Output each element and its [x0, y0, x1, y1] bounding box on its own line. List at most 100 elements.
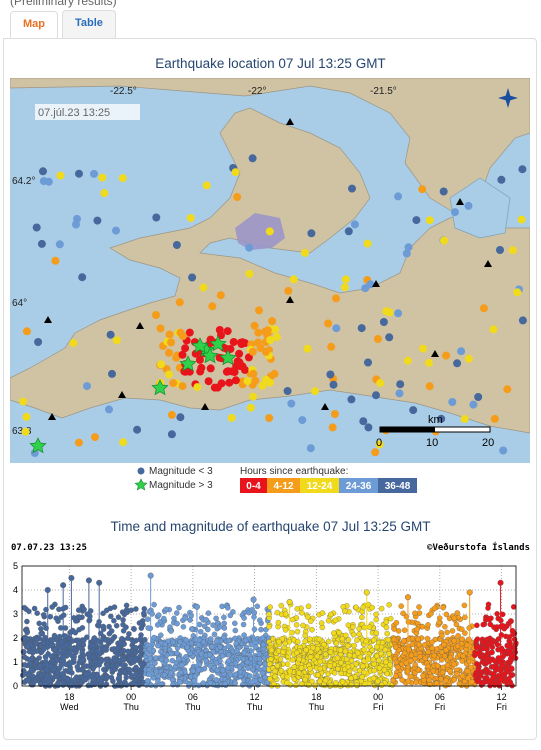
quake-point	[344, 643, 351, 649]
quake-marker	[167, 430, 176, 439]
quake-point	[442, 623, 448, 630]
quake-point	[178, 669, 184, 676]
lake	[449, 177, 511, 239]
hours-bin	[300, 478, 339, 493]
quake-marker	[34, 338, 43, 346]
quake-marker	[204, 377, 213, 386]
quake-point	[91, 676, 97, 683]
quake-point	[266, 623, 272, 630]
quake-point	[254, 603, 261, 610]
quake-point	[345, 663, 352, 670]
lat-label-2: 64°	[12, 298, 27, 309]
quake-point	[261, 665, 268, 672]
quake-marker	[91, 433, 99, 442]
quake-point	[328, 611, 334, 618]
quake-point	[422, 655, 429, 662]
quake-point	[439, 632, 445, 639]
quake-point	[303, 647, 309, 653]
quake-point	[466, 636, 472, 643]
quake-marker	[21, 427, 30, 436]
quake-point	[125, 648, 131, 655]
quake-point	[282, 627, 289, 633]
quake-point	[310, 644, 316, 651]
quake-point	[451, 615, 458, 622]
x-tick-hour: 12	[497, 692, 507, 702]
quake-point	[487, 682, 493, 689]
quake-marker	[44, 177, 53, 186]
quake-point	[147, 655, 153, 662]
quake-marker	[396, 380, 405, 389]
quake-point	[296, 670, 302, 676]
earthquake-map[interactable]: 07.júl.23 13:25 -22.5° -22° -21.5° 64.2°…	[10, 78, 530, 463]
quake-point	[384, 670, 390, 677]
quake-point	[79, 625, 86, 631]
quake-point	[443, 647, 449, 653]
quake-point	[284, 674, 290, 680]
map-legend: Magnitude < 3 Magnitude > 3 Hours since …	[134, 466, 417, 493]
quake-marker	[235, 362, 244, 370]
quake-point	[464, 668, 470, 674]
quake-point	[217, 644, 223, 650]
quake-marker	[287, 399, 296, 408]
quake-point	[176, 679, 183, 685]
quake-point	[369, 647, 375, 654]
quake-point	[174, 650, 180, 656]
lon-label-3: -21.5°	[370, 86, 397, 97]
quake-point	[123, 602, 130, 609]
quake-point	[361, 624, 368, 631]
quake-point	[133, 664, 139, 671]
quake-point	[25, 677, 32, 683]
quake-peak	[404, 594, 411, 601]
quake-point	[307, 618, 314, 624]
quake-marker	[403, 356, 412, 365]
quake-point	[131, 626, 137, 632]
quake-point	[338, 670, 344, 677]
quake-marker	[172, 241, 181, 249]
quake-point	[307, 665, 313, 672]
quake-point	[133, 671, 139, 677]
quake-point	[50, 666, 57, 672]
quake-point	[99, 674, 106, 680]
quake-peak	[466, 589, 473, 596]
quake-point	[221, 620, 227, 627]
quake-point	[510, 653, 517, 659]
quake-marker	[216, 291, 225, 300]
quake-marker	[19, 397, 28, 406]
quake-marker	[366, 280, 375, 289]
quake-marker	[231, 168, 240, 177]
quake-marker	[359, 417, 368, 426]
quake-marker	[157, 360, 166, 369]
quake-point	[100, 610, 106, 617]
quake-point	[272, 673, 278, 680]
quake-point	[474, 661, 480, 667]
quake-point	[443, 611, 450, 618]
quake-point	[163, 606, 169, 613]
quake-point	[191, 678, 198, 684]
quake-point	[211, 631, 218, 638]
quake-point	[276, 638, 282, 645]
large-quake-star	[179, 355, 197, 372]
hours-bin	[267, 478, 300, 493]
quake-point	[67, 667, 73, 673]
quake-marker	[474, 393, 483, 401]
quake-marker	[196, 367, 205, 376]
quake-point	[430, 668, 437, 674]
quake-point	[124, 609, 131, 615]
tab-table[interactable]: Table	[62, 10, 116, 38]
quake-point	[306, 682, 312, 688]
quake-marker	[206, 364, 215, 373]
quake-point	[74, 664, 81, 670]
quake-point	[85, 682, 92, 689]
quake-point	[80, 656, 87, 663]
quake-marker	[284, 286, 293, 295]
quake-marker	[152, 311, 160, 319]
quake-marker	[167, 338, 176, 347]
quake-point	[196, 661, 203, 668]
tab-map[interactable]: Map	[10, 11, 58, 39]
quake-point	[102, 682, 109, 688]
y-tick-label: 1	[13, 657, 18, 667]
quake-point	[266, 611, 272, 618]
quake-point	[484, 655, 490, 662]
quake-point	[98, 658, 104, 665]
quake-marker	[112, 336, 121, 345]
